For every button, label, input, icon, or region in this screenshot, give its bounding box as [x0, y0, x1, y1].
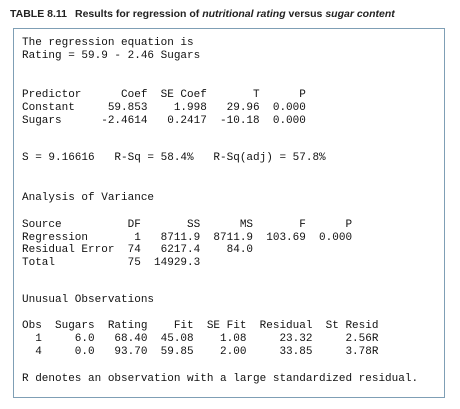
- output-block: Predictor Coef SE Coef T P Constant 59.85…: [22, 89, 444, 127]
- output-block: Analysis of Variance: [22, 192, 444, 205]
- output-line: Obs Sugars Rating Fit SE Fit Residual St…: [22, 320, 379, 333]
- output-line: S = 9.16616 R-Sq = 58.4% R-Sq(adj) = 57.…: [22, 151, 326, 164]
- output-line: Source DF SS MS F P: [22, 218, 353, 231]
- output-line: Regression 1 8711.9 8711.9 103.69 0.000: [22, 231, 353, 244]
- output-line: 1 6.0 68.40 45.08 1.08 23.32 2.56R: [22, 333, 379, 346]
- output-line: Sugars -2.4614 0.2417 -10.18 0.000: [22, 114, 306, 127]
- output-block: R denotes an observation with a large st…: [22, 373, 444, 386]
- caption-italic: sugar content: [325, 8, 395, 20]
- output-line: 4 0.0 93.70 59.85 2.00 33.85 3.78R: [22, 345, 379, 358]
- output-block: The regression equation is Rating = 59.9 …: [22, 37, 444, 62]
- table-title: TABLE 8.11 Results for regression of nutr…: [10, 8, 395, 20]
- output-line: Predictor Coef SE Coef T P: [22, 89, 306, 102]
- caption-text: Results for regression of: [75, 8, 203, 20]
- output-block: Source DF SS MS F P Regression 1 8711.9 8…: [22, 219, 444, 270]
- output-box: The regression equation is Rating = 59.9 …: [13, 28, 445, 398]
- output-block: Obs Sugars Rating Fit SE Fit Residual St…: [22, 320, 444, 358]
- output-line: Constant 59.853 1.998 29.96 0.000: [22, 102, 306, 115]
- output-line: Unusual Observations: [22, 293, 155, 306]
- caption-text: versus: [285, 8, 326, 20]
- output-line: Total 75 14929.3: [22, 257, 201, 270]
- output-line: R denotes an observation with a large st…: [22, 372, 419, 385]
- table-label: TABLE 8.11: [10, 8, 67, 20]
- output-block: S = 9.16616 R-Sq = 58.4% R-Sq(adj) = 57.…: [22, 152, 444, 165]
- caption-italic: nutritional rating: [202, 8, 286, 20]
- output-line: Analysis of Variance: [22, 192, 155, 205]
- output-block: Unusual Observations: [22, 294, 444, 307]
- output-line: Rating = 59.9 - 2.46 Sugars: [22, 49, 201, 62]
- output-line: Residual Error 74 6217.4 84.0: [22, 244, 254, 257]
- output-line: The regression equation is: [22, 37, 194, 49]
